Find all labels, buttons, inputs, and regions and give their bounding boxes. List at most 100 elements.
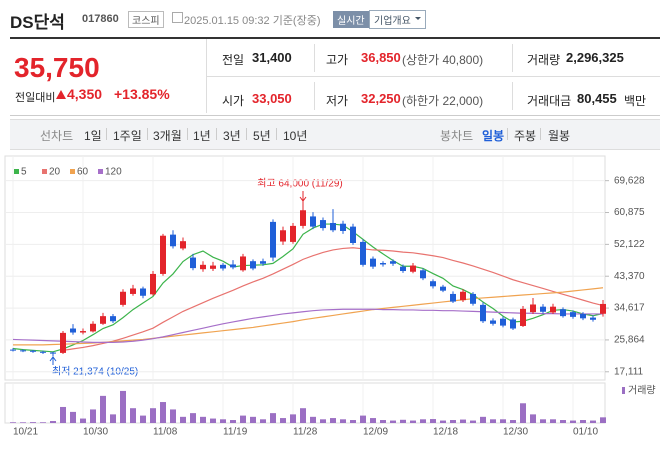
y-tick-label: 52,122	[614, 239, 645, 250]
x-tick-label: 10/21	[13, 427, 38, 438]
stat-value: 36,850	[361, 50, 401, 65]
candle-body	[380, 263, 386, 265]
tab[interactable]: 10년	[283, 129, 308, 143]
realtime-button[interactable]: 실시간	[333, 11, 369, 28]
candle-body	[340, 223, 346, 231]
candle-body	[440, 286, 446, 291]
volume-bar	[450, 420, 456, 423]
candle-body	[420, 270, 426, 279]
volume-bar	[320, 419, 326, 423]
candle-body	[580, 313, 586, 319]
overview-dropdown[interactable]: 기업개요	[369, 10, 426, 29]
stat-value: 33,050	[252, 91, 292, 106]
candle-body	[280, 230, 286, 242]
tab[interactable]: 1일	[84, 129, 102, 143]
volume-bar	[270, 413, 276, 423]
volume-bar	[90, 409, 96, 423]
candle-body	[150, 273, 156, 295]
stat-label: 거래대금	[527, 94, 572, 108]
volume-bar	[200, 416, 206, 423]
divider	[206, 76, 660, 77]
volume-bar	[150, 408, 156, 423]
tab[interactable]: 월봉	[548, 129, 571, 143]
tab[interactable]: 3년	[223, 129, 241, 143]
volume-legend-label: 거래량	[628, 385, 656, 397]
volume-bar	[290, 414, 296, 423]
y-tick-label: 69,628	[614, 175, 645, 186]
stat-label: 시가	[222, 94, 245, 108]
candle-body	[290, 225, 296, 242]
volume-bar	[70, 411, 76, 423]
legend-label: 120	[105, 167, 122, 178]
candle-body	[140, 288, 146, 296]
volume-bar	[240, 415, 246, 423]
candle-body	[600, 303, 606, 314]
tab[interactable]: 1년	[193, 129, 211, 143]
volume-bar	[570, 420, 576, 423]
stat-value: 31,400	[252, 50, 292, 65]
x-tick-label: 12/09	[363, 427, 388, 438]
stat-unit: 백만	[624, 94, 647, 108]
volume-bar	[420, 419, 426, 423]
candle-body	[110, 316, 116, 322]
volume-bar	[560, 420, 566, 423]
volume-bar	[530, 414, 536, 423]
x-tick-label: 12/30	[503, 427, 528, 438]
candle-body	[10, 349, 16, 351]
low-arrow	[49, 356, 57, 365]
tab-selected[interactable]: 일봉	[482, 129, 505, 143]
candle-body	[270, 221, 276, 258]
tab-bar	[10, 119, 660, 150]
tab-divider	[187, 128, 188, 140]
candle-body	[30, 350, 36, 352]
candle-body	[70, 328, 76, 333]
tab[interactable]: 주봉	[514, 129, 537, 143]
volume-bar	[50, 421, 56, 423]
candle-body	[450, 293, 456, 302]
calendar-icon	[172, 12, 183, 23]
tab-divider	[540, 128, 541, 140]
candle-body	[60, 332, 66, 353]
candle-body	[430, 281, 436, 287]
high-annotation: 최고 64,000 (11/29)	[257, 178, 343, 190]
candle-body	[360, 241, 366, 265]
price: 35,750	[14, 52, 100, 83]
stat-label: 고가	[326, 53, 349, 67]
stat-note: (하한가 22,000)	[402, 94, 484, 108]
legend-swatch	[42, 169, 47, 174]
timestamp: 2025.01.15 09:32 기준(장중)	[184, 15, 321, 27]
y-tick-label: 60,875	[614, 207, 645, 218]
candle-body	[90, 323, 96, 332]
candle-body	[330, 222, 336, 231]
volume-bar	[60, 406, 66, 423]
volume-bar	[310, 416, 316, 423]
candle-body	[560, 309, 566, 317]
stock-code: 017860	[82, 13, 119, 25]
tab[interactable]: 5년	[253, 129, 271, 143]
legend-swatch	[14, 169, 19, 174]
volume-bar	[590, 420, 596, 423]
candle-body	[320, 220, 326, 229]
volume-bar	[160, 402, 166, 423]
candle-body	[210, 265, 216, 269]
x-tick-label: 01/10	[573, 427, 598, 438]
stat-note: (상한가 40,800)	[402, 53, 484, 67]
volume-bar	[120, 390, 126, 423]
candle-body	[390, 261, 396, 264]
x-tick-label: 11/28	[293, 427, 318, 438]
volume-bar	[400, 419, 406, 423]
volume-bar	[500, 419, 506, 423]
volume-bar	[170, 409, 176, 423]
ma-line	[12, 223, 604, 353]
candle-body	[540, 306, 546, 312]
tab-divider	[147, 128, 148, 140]
tab[interactable]: 1주일	[113, 129, 142, 143]
tab[interactable]: 3개월	[153, 129, 182, 143]
candle-body	[370, 258, 376, 267]
change-label: 전일대비	[15, 92, 56, 104]
volume-bar	[330, 418, 336, 423]
volume-bar	[140, 415, 146, 423]
candle-body	[350, 226, 356, 243]
candle-body	[250, 261, 256, 269]
candle-body	[40, 351, 46, 353]
